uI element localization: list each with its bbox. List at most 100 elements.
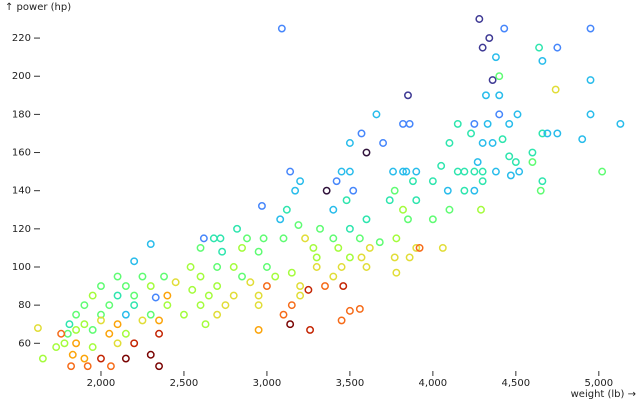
- point: [146, 240, 155, 249]
- point: [511, 158, 520, 167]
- y-tick-label: 180: [12, 109, 31, 120]
- point: [513, 110, 522, 119]
- point: [538, 177, 547, 186]
- point: [616, 119, 625, 128]
- point: [482, 91, 490, 100]
- y-tick-label: 140: [12, 186, 31, 197]
- point: [453, 119, 462, 128]
- point: [160, 272, 168, 281]
- point: [97, 354, 105, 363]
- x-tick-label: 4,000: [419, 378, 448, 389]
- point: [453, 167, 462, 176]
- point: [506, 171, 515, 180]
- point: [405, 119, 414, 128]
- point: [412, 167, 421, 176]
- point: [329, 272, 338, 281]
- point: [257, 201, 266, 210]
- point: [412, 243, 421, 252]
- point: [262, 263, 271, 271]
- point: [495, 72, 504, 81]
- point: [97, 282, 105, 291]
- y-tick-label: 160: [12, 148, 31, 159]
- point: [38, 354, 47, 363]
- point: [88, 325, 97, 334]
- point: [88, 291, 97, 300]
- point: [33, 324, 42, 332]
- y-tick-label: 200: [12, 71, 31, 82]
- point: [238, 272, 246, 281]
- point: [121, 329, 130, 338]
- point: [229, 263, 238, 271]
- point: [229, 291, 238, 300]
- point: [130, 257, 139, 266]
- point: [213, 263, 222, 271]
- point: [409, 177, 417, 186]
- point: [286, 320, 295, 329]
- point: [345, 224, 354, 233]
- point: [277, 24, 286, 33]
- point: [80, 354, 89, 363]
- point: [262, 282, 271, 291]
- point: [83, 362, 92, 371]
- point: [113, 339, 122, 348]
- point: [337, 316, 346, 325]
- point: [412, 196, 421, 205]
- point: [478, 167, 487, 176]
- point: [146, 282, 155, 291]
- point: [470, 186, 479, 195]
- point: [130, 291, 139, 300]
- point: [488, 76, 497, 84]
- point: [405, 253, 414, 262]
- point: [342, 196, 351, 205]
- point: [491, 53, 500, 62]
- point: [357, 129, 366, 138]
- point: [254, 325, 263, 334]
- point: [498, 135, 507, 144]
- point: [332, 177, 341, 186]
- point: [121, 282, 130, 291]
- point: [460, 186, 469, 195]
- point: [536, 186, 545, 195]
- point: [146, 350, 155, 359]
- point: [586, 110, 595, 119]
- point: [339, 282, 348, 291]
- point: [196, 272, 205, 281]
- point: [113, 291, 122, 300]
- point: [97, 316, 105, 325]
- point: [188, 285, 197, 294]
- point: [478, 177, 487, 186]
- point: [467, 129, 475, 138]
- point: [68, 350, 77, 359]
- point: [553, 129, 562, 138]
- point: [72, 310, 81, 319]
- point: [483, 119, 492, 128]
- point: [404, 215, 412, 224]
- point: [477, 205, 485, 214]
- point: [294, 221, 303, 229]
- point: [254, 301, 263, 310]
- point: [204, 291, 213, 300]
- point: [130, 339, 139, 348]
- point: [372, 110, 381, 119]
- point: [218, 247, 227, 256]
- point: [598, 167, 607, 176]
- point: [478, 43, 487, 52]
- point: [586, 76, 595, 84]
- point: [362, 263, 371, 271]
- y-axis-label: ↑ power (hp): [5, 2, 71, 13]
- point: [151, 293, 160, 302]
- point: [209, 234, 218, 243]
- point: [113, 320, 122, 329]
- point: [392, 234, 401, 243]
- point: [306, 325, 315, 334]
- point: [65, 320, 74, 329]
- point: [186, 263, 195, 271]
- point: [80, 320, 89, 329]
- point: [130, 301, 139, 310]
- point: [113, 272, 122, 281]
- point: [445, 205, 454, 214]
- point: [296, 177, 305, 186]
- point: [390, 186, 399, 195]
- point: [443, 186, 452, 195]
- point: [470, 167, 479, 176]
